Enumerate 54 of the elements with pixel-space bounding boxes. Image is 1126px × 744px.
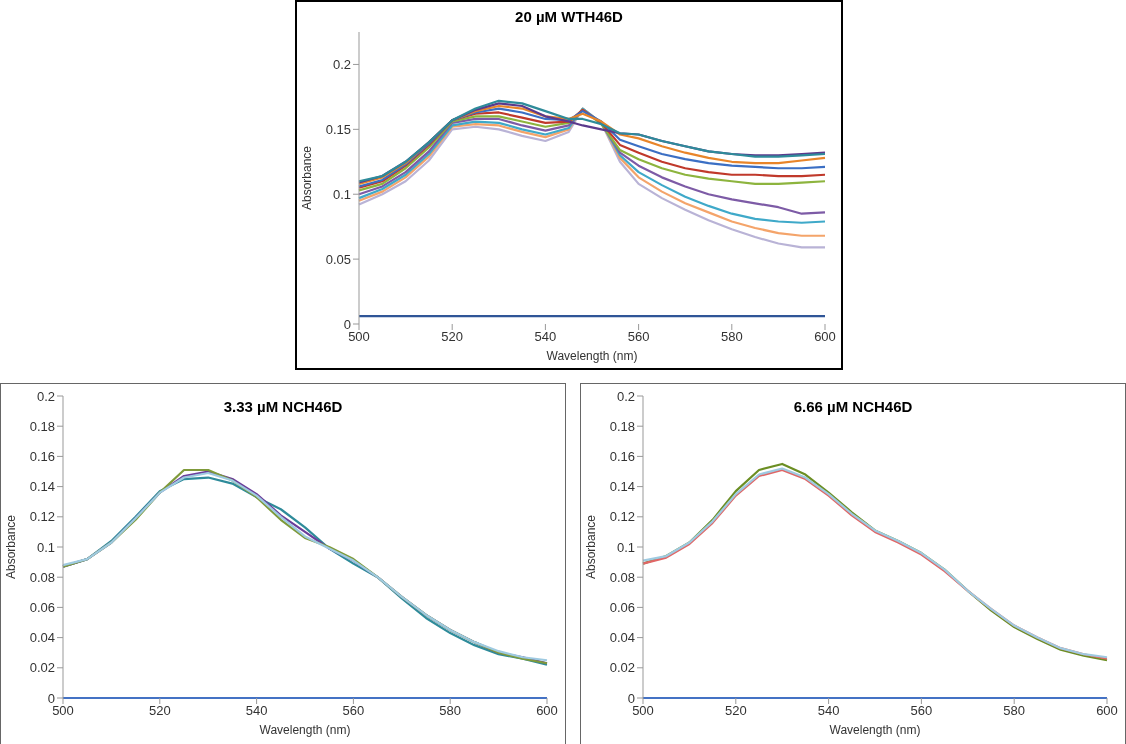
y-tick-label: 0.02 bbox=[609, 660, 635, 676]
y-tick-label: 0.04 bbox=[29, 630, 55, 646]
y-tick-label: 0.04 bbox=[609, 630, 635, 646]
x-tick-label: 560 bbox=[342, 703, 365, 719]
x-tick-label: 600 bbox=[814, 329, 836, 345]
x-tick-label: 500 bbox=[52, 703, 74, 719]
x-tick-label: 560 bbox=[910, 703, 933, 719]
y-tick-label: 0.05 bbox=[325, 251, 351, 267]
y-tick-label: 0.08 bbox=[29, 569, 55, 585]
x-tick-label: 580 bbox=[720, 329, 743, 345]
y-tick-label: 0.18 bbox=[29, 418, 55, 434]
y-tick-label: 0.02 bbox=[29, 660, 55, 676]
y-tick-label: 0 bbox=[343, 316, 351, 332]
x-tick-label: 500 bbox=[632, 703, 654, 719]
x-tick-label: 540 bbox=[245, 703, 268, 719]
x-axis-title: Wavelength (nm) bbox=[259, 723, 351, 737]
y-tick-label: 0 bbox=[627, 690, 635, 706]
y-tick-label: 0.06 bbox=[609, 600, 635, 616]
y-tick-label: 0.15 bbox=[325, 121, 351, 137]
x-axis-title: Wavelength (nm) bbox=[546, 349, 638, 363]
chart-title: 3.33 µM NCH46D bbox=[223, 398, 343, 415]
y-tick-label: 0.2 bbox=[332, 57, 351, 73]
y-tick-label: 0.08 bbox=[609, 569, 635, 585]
x-tick-label: 500 bbox=[348, 329, 370, 345]
x-tick-label: 600 bbox=[1096, 703, 1118, 719]
x-tick-label: 580 bbox=[1003, 703, 1026, 719]
y-tick-label: 0.06 bbox=[29, 600, 55, 616]
x-tick-label: 520 bbox=[441, 329, 464, 345]
y-tick-label: 0.12 bbox=[609, 509, 635, 525]
y-tick-label: 0.1 bbox=[616, 539, 635, 555]
y-tick-label: 0.2 bbox=[616, 388, 635, 404]
y-axis-title: Absorbance bbox=[300, 145, 315, 211]
y-tick-label: 0.14 bbox=[29, 479, 55, 495]
x-tick-label: 540 bbox=[534, 329, 557, 345]
x-tick-label: 580 bbox=[439, 703, 462, 719]
y-tick-label: 0.2 bbox=[36, 388, 55, 404]
x-tick-label: 520 bbox=[148, 703, 171, 719]
y-tick-label: 0.1 bbox=[332, 186, 351, 202]
y-axis-title: Absorbance bbox=[584, 514, 599, 580]
x-tick-label: 600 bbox=[536, 703, 558, 719]
y-tick-label: 0.14 bbox=[609, 479, 635, 495]
x-axis-title: Wavelength (nm) bbox=[829, 723, 921, 737]
y-tick-label: 0.12 bbox=[29, 509, 55, 525]
y-tick-label: 0.16 bbox=[609, 449, 635, 465]
y-tick-label: 0.18 bbox=[609, 418, 635, 434]
y-axis-title: Absorbance bbox=[4, 514, 19, 580]
y-tick-label: 0 bbox=[47, 690, 55, 706]
chart-title: 6.66 µM NCH46D bbox=[793, 398, 913, 415]
chart-title: 20 µM WTH46D bbox=[514, 8, 624, 25]
y-tick-label: 0.1 bbox=[36, 539, 55, 555]
y-tick-label: 0.16 bbox=[29, 449, 55, 465]
x-tick-label: 540 bbox=[817, 703, 840, 719]
x-tick-label: 560 bbox=[627, 329, 650, 345]
x-tick-label: 520 bbox=[724, 703, 747, 719]
